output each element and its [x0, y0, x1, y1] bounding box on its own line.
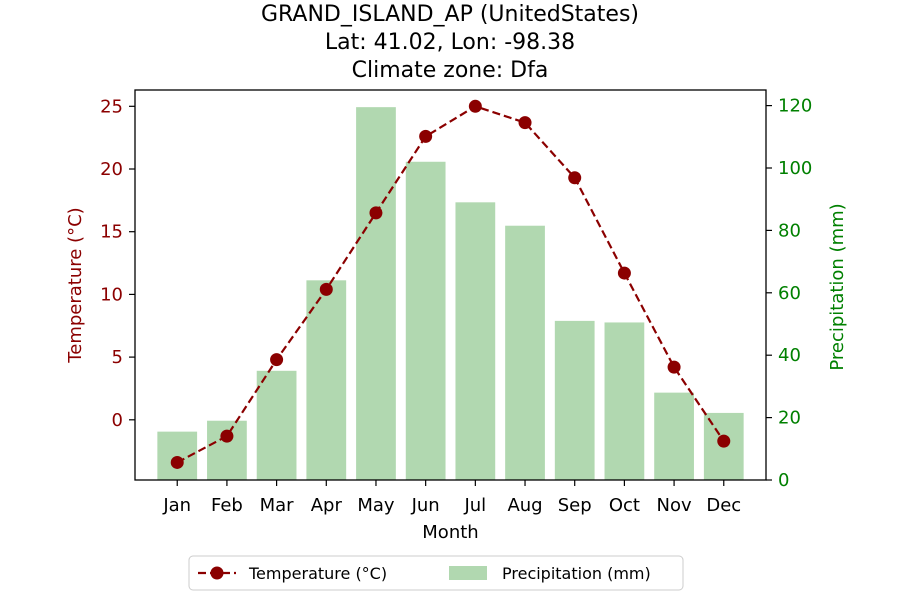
precipitation-bar	[405, 161, 446, 480]
chart-title-line: Lat: 41.02, Lon: -98.38	[325, 30, 575, 55]
x-tick-label: Apr	[311, 495, 343, 516]
left-tick-label: 15	[100, 222, 123, 243]
x-tick-label: Oct	[609, 495, 640, 516]
chart-title: GRAND_ISLAND_AP (UnitedStates) Lat: 41.02…	[261, 2, 639, 83]
x-axis-ticks: Jan Feb Mar Apr May Jun Jul Aug Sep Oct Nov Dec	[162, 480, 741, 516]
right-tick-label: 100	[778, 158, 812, 179]
right-y-axis-label: Precipitation (mm)	[827, 203, 848, 370]
x-tick-label: Jan	[162, 495, 191, 516]
x-tick-label: Nov	[657, 495, 692, 516]
x-tick-label: Jun	[411, 495, 440, 516]
legend-temperature-label: Temperature (°C)	[248, 564, 387, 583]
legend-precipitation-swatch	[449, 566, 487, 580]
legend-precipitation-label: Precipitation (mm)	[502, 564, 651, 583]
precipitation-bar	[455, 202, 496, 480]
x-tick-label: Jul	[463, 495, 486, 516]
x-tick-label: Sep	[558, 495, 592, 516]
x-tick-label: Feb	[211, 495, 243, 516]
x-tick-label: Aug	[507, 495, 542, 516]
precipitation-bar	[256, 370, 297, 480]
temperature-point	[170, 455, 184, 469]
right-tick-label: 20	[778, 408, 801, 429]
precipitation-bar	[554, 320, 595, 480]
x-axis-label: Month	[422, 522, 478, 543]
temperature-point	[617, 266, 631, 280]
precipitation-bar	[306, 280, 347, 480]
precipitation-bar	[505, 225, 545, 480]
temperature-point	[518, 116, 532, 130]
temperature-point	[270, 353, 284, 367]
left-tick-label: 25	[100, 96, 123, 117]
chart-title-line: Climate zone: Dfa	[352, 58, 549, 83]
temperature-point	[319, 282, 333, 296]
precipitation-bar	[356, 107, 396, 480]
right-y-axis-ticks: 0 20 40 60 80 100 120	[766, 96, 812, 491]
chart-title-line: GRAND_ISLAND_AP (UnitedStates)	[261, 2, 639, 27]
temperature-point	[667, 360, 681, 374]
right-tick-label: 0	[778, 470, 789, 491]
left-tick-label: 5	[112, 347, 123, 368]
temperature-point	[419, 129, 433, 143]
x-tick-label: Mar	[260, 495, 295, 516]
legend-box	[188, 555, 684, 591]
left-y-axis-ticks: 0 5 10 15 20 25	[100, 96, 135, 431]
temperature-line	[170, 99, 731, 469]
precipitation-bar	[604, 322, 645, 480]
right-tick-label: 40	[778, 345, 801, 366]
x-tick-label: Dec	[706, 495, 741, 516]
temperature-point	[568, 171, 582, 185]
precipitation-bar	[654, 392, 694, 480]
left-tick-label: 10	[100, 284, 123, 305]
temperature-point	[717, 434, 731, 448]
right-tick-label: 120	[778, 96, 812, 117]
plot-border	[134, 89, 767, 481]
legend: Temperature (°C) Precipitation (mm)	[188, 555, 684, 591]
temperature-series-line	[176, 105, 725, 464]
temperature-point	[468, 99, 482, 113]
precipitation-bars	[157, 107, 744, 480]
plot-frame	[134, 89, 767, 481]
legend-temperature-marker	[210, 566, 224, 580]
left-tick-label: 0	[112, 410, 123, 431]
axis-labels: Month Temperature (°C) Precipitation (mm)	[65, 203, 848, 543]
left-y-axis-label: Temperature (°C)	[65, 207, 86, 363]
right-tick-label: 60	[778, 283, 801, 304]
left-tick-label: 20	[100, 159, 123, 180]
x-tick-label: May	[357, 495, 395, 516]
temperature-point	[220, 429, 234, 443]
right-tick-label: 80	[778, 220, 801, 241]
temperature-point	[369, 206, 383, 220]
